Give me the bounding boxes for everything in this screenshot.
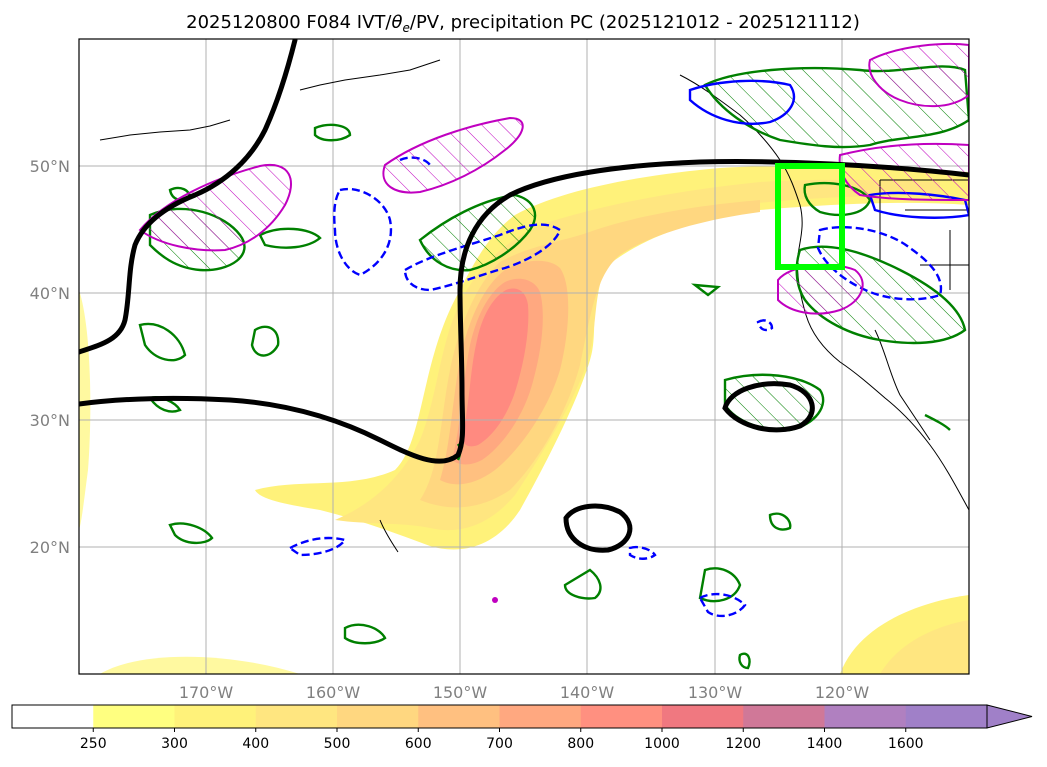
lat-label-40: 40°N xyxy=(30,284,70,303)
colorbar-tick-label: 500 xyxy=(324,736,351,752)
pv-contour xyxy=(79,39,969,553)
lon-label-120w: 120°W xyxy=(815,683,870,702)
colorbar-tick-label: 300 xyxy=(161,736,188,752)
colorbar-tick-label: 1600 xyxy=(888,736,924,752)
colorbar-segment xyxy=(499,705,582,728)
lat-label-50: 50°N xyxy=(30,157,70,176)
lon-label-150w: 150°W xyxy=(433,683,488,702)
colorbar-tick-label: 1200 xyxy=(725,736,761,752)
colorbar-segment xyxy=(12,705,94,728)
colorbar-segment xyxy=(174,705,257,728)
map-panel xyxy=(79,39,969,674)
colorbar-segment xyxy=(662,705,744,728)
lon-label-160w: 160°W xyxy=(306,683,361,702)
lon-label-140w: 140°W xyxy=(560,683,615,702)
latitude-labels: 50°N 40°N 30°N 20°N xyxy=(30,157,70,557)
colorbar-tick-label: 250 xyxy=(80,736,107,752)
colorbar-segment xyxy=(418,705,500,728)
longitude-labels: 170°W 160°W 150°W 140°W 130°W 120°W xyxy=(179,683,870,702)
lon-label-130w: 130°W xyxy=(688,683,743,702)
ivt-shading xyxy=(79,165,969,674)
colorbar-segment xyxy=(255,705,338,728)
highlight-box xyxy=(775,163,845,270)
colorbar-tick-label: 700 xyxy=(486,736,513,752)
colorbar-extend-arrow xyxy=(986,704,1033,729)
colorbar-segment xyxy=(905,705,988,728)
colorbar-tick-label: 800 xyxy=(567,736,594,752)
lat-label-30: 30°N xyxy=(30,411,70,430)
colorbar-segments xyxy=(12,705,988,728)
lon-label-170w: 170°W xyxy=(179,683,234,702)
colorbar-tick-label: 600 xyxy=(405,736,432,752)
colorbar-tick-label: 1400 xyxy=(807,736,843,752)
colorbar-segment xyxy=(93,705,175,728)
colorbar-segment xyxy=(824,705,907,728)
colorbar-segment xyxy=(337,705,419,728)
colorbar-tick-label: 400 xyxy=(242,736,269,752)
map-frame xyxy=(78,38,970,675)
lat-label-20: 20°N xyxy=(30,538,70,557)
colorbar: 250 300 400 500 600 700 800 1000 1200 1400 1600 xyxy=(11,704,1033,752)
colorbar-segment xyxy=(743,705,825,728)
colorbar-ticks: 250 300 400 500 600 700 800 1000 1200 1400 1600 xyxy=(80,728,924,752)
map-title: 2025120800 F084 IVT/θe/PV, precipitation… xyxy=(186,12,860,35)
colorbar-tick-label: 1000 xyxy=(644,736,680,752)
pv-anomaly-regions xyxy=(138,42,969,315)
pv-dot xyxy=(492,597,498,603)
colorbar-segment xyxy=(580,705,663,728)
